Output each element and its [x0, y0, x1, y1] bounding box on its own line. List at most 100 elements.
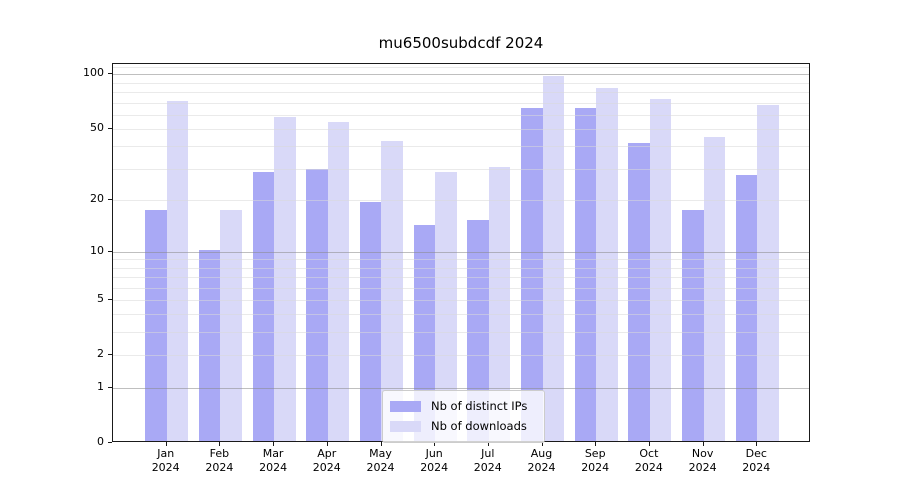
- gridline-y-70: [113, 102, 809, 104]
- x-tick-year: 2024: [420, 461, 449, 474]
- x-tick-mark: [487, 442, 489, 446]
- x-tick-year: 2024: [473, 461, 502, 474]
- bar-downloads-oct: [649, 99, 672, 441]
- x-tick-label-aug: Aug 2024: [512, 447, 572, 475]
- gridline-y-110: [113, 66, 809, 68]
- bar-downloads-feb: [220, 210, 242, 441]
- gridline-y-10: [113, 251, 809, 253]
- x-tick-label-jul: Jul 2024: [458, 447, 518, 475]
- x-tick-month: Apr: [317, 447, 337, 460]
- bar-ips-may: [359, 201, 382, 441]
- x-tick-mark: [648, 442, 650, 446]
- x-tick-label-sep: Sep 2024: [565, 447, 625, 475]
- x-tick-year: 2024: [312, 461, 341, 474]
- gridline-y-90: [113, 82, 809, 84]
- x-tick-mark: [541, 442, 543, 446]
- x-tick-year: 2024: [581, 461, 610, 474]
- x-tick-month: Oct: [639, 447, 659, 460]
- x-tick-label-nov: Nov 2024: [673, 447, 733, 475]
- legend-item: Nb of downloads: [390, 416, 535, 436]
- x-tick-month: Nov: [691, 447, 714, 460]
- x-tick-year: 2024: [366, 461, 395, 474]
- x-tick-label-oct: Oct 2024: [619, 447, 679, 475]
- bar-ips-apr: [306, 169, 328, 441]
- gridline-y-40: [113, 146, 809, 148]
- gridline-y-20: [113, 199, 809, 201]
- bar-ips-aug: [521, 107, 543, 441]
- bar-ips-dec: [735, 174, 758, 441]
- legend-label: Nb of downloads: [431, 419, 527, 433]
- bar-ips-oct: [628, 142, 650, 441]
- bar-downloads-aug: [542, 76, 565, 441]
- y-tick-mark: [108, 442, 112, 443]
- x-tick-label-jun: Jun 2024: [404, 447, 464, 475]
- plot-area: Nb of distinct IPs Nb of downloads: [112, 63, 810, 443]
- gridline-y-9: [113, 259, 809, 261]
- x-tick-label-may: May 2024: [351, 447, 411, 475]
- y-tick-mark: [108, 198, 112, 200]
- y-tick-label: 10: [90, 243, 104, 257]
- x-tick-label-feb: Feb 2024: [189, 447, 249, 475]
- x-tick-mark: [326, 442, 328, 446]
- x-tick-year: 2024: [527, 461, 556, 474]
- gridline-y-4: [113, 314, 809, 316]
- gridline-y-3: [113, 332, 809, 334]
- bar-downloads-may: [381, 140, 403, 441]
- y-tick-label: 1: [97, 379, 104, 393]
- gridline-y-8: [113, 267, 809, 269]
- gridline-y-80: [113, 92, 809, 93]
- y-tick-mark: [108, 354, 112, 356]
- x-tick-mark: [165, 442, 167, 446]
- legend-item: Nb of distinct IPs: [390, 396, 535, 416]
- x-tick-year: 2024: [688, 461, 717, 474]
- bar-ips-jan: [145, 210, 167, 441]
- gridline-y-60: [113, 114, 809, 116]
- y-tick-mark: [108, 127, 112, 129]
- chart-title: mu6500subdcdf 2024: [378, 34, 544, 52]
- bar-downloads-mar: [274, 116, 296, 441]
- y-tick-mark: [108, 298, 112, 300]
- bar-downloads-jul: [488, 166, 511, 441]
- y-tick-label: 2: [97, 347, 104, 361]
- x-tick-mark: [219, 442, 221, 446]
- y-tick-label: 100: [83, 66, 104, 80]
- x-tick-label-apr: Apr 2024: [297, 447, 357, 475]
- gridline-y-100: [113, 74, 809, 76]
- gridline-y-6: [113, 287, 809, 289]
- x-tick-month: Mar: [262, 447, 284, 460]
- y-tick-label: 0: [97, 435, 104, 448]
- bar-ips-mar: [252, 172, 275, 441]
- bar-downloads-jun: [435, 172, 457, 441]
- x-tick-year: 2024: [634, 461, 663, 474]
- bar-downloads-jan: [166, 100, 189, 441]
- gridline-y-50: [113, 128, 809, 130]
- bar-downloads-dec: [757, 105, 779, 441]
- x-tick-year: 2024: [205, 461, 234, 474]
- y-tick-label: 5: [97, 291, 104, 305]
- bar-downloads-nov: [703, 136, 726, 441]
- y-tick-mark: [108, 73, 112, 75]
- gridline-y-7: [113, 276, 809, 278]
- legend-swatch: [390, 400, 421, 412]
- gridline-y-2: [113, 355, 809, 357]
- legend: Nb of distinct IPs Nb of downloads: [382, 390, 545, 443]
- y-tick-label: 20: [90, 191, 104, 205]
- x-tick-mark: [702, 442, 704, 446]
- bar-ips-sep: [574, 107, 597, 441]
- bar-ips-jul: [467, 219, 489, 441]
- x-tick-year: 2024: [742, 461, 771, 474]
- x-tick-label-mar: Mar 2024: [243, 447, 303, 475]
- x-tick-month: Aug: [530, 447, 553, 460]
- x-tick-mark: [273, 442, 275, 446]
- x-tick-month: May: [369, 447, 392, 460]
- x-tick-month: Jul: [481, 447, 495, 460]
- bar-downloads-apr: [327, 122, 350, 441]
- legend-swatch: [390, 420, 421, 432]
- y-tick-label: 50: [90, 120, 104, 134]
- x-tick-month: Feb: [209, 447, 230, 460]
- x-tick-month: Sep: [584, 447, 606, 460]
- y-tick-mark: [108, 250, 112, 252]
- x-tick-mark: [434, 442, 436, 446]
- x-tick-month: Dec: [745, 447, 767, 460]
